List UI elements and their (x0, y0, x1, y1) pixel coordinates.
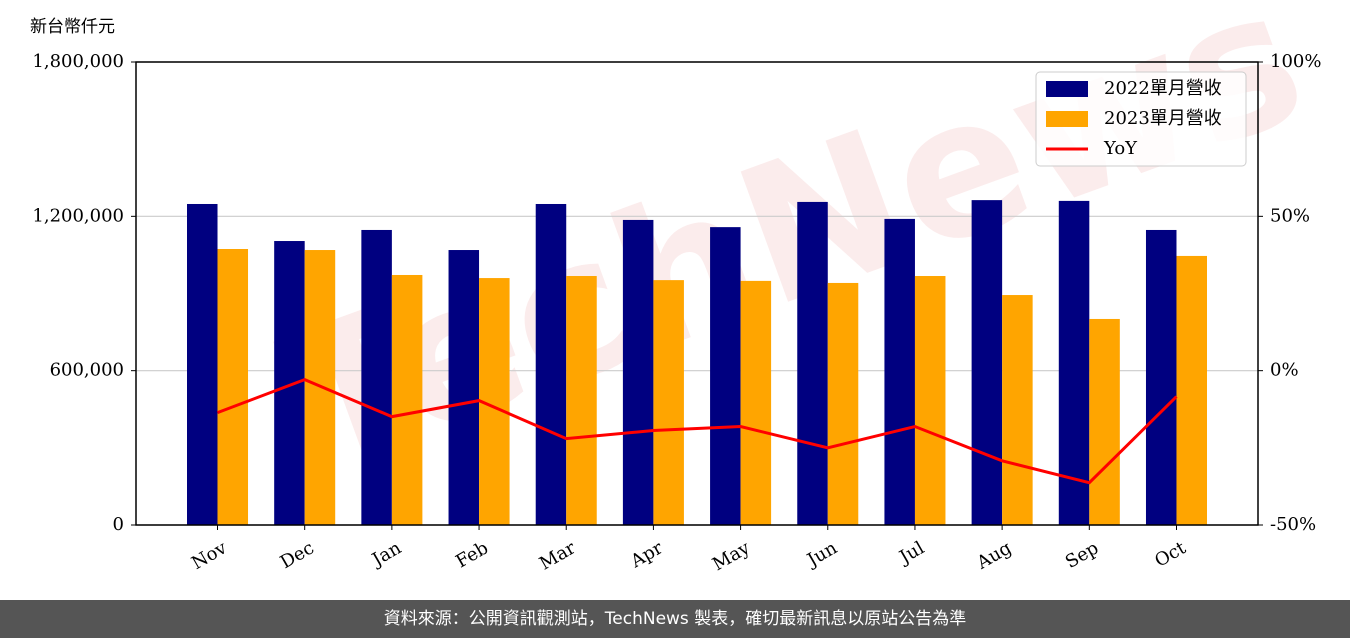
bar (827, 282, 859, 525)
legend-label: YoY (1103, 138, 1138, 159)
bar (797, 201, 828, 525)
y-tick-label: 600,000 (50, 360, 124, 381)
legend-swatch (1046, 111, 1088, 127)
bar (187, 203, 218, 525)
y2-tick-label: 0% (1270, 360, 1299, 381)
x-tick-label: Jun (802, 537, 841, 572)
bar (1145, 229, 1177, 525)
x-tick-label: Jan (367, 537, 405, 571)
legend-box (1035, 71, 1247, 167)
bar (914, 276, 946, 525)
legend: 2022單月營收 2023單月營收 YoY (1035, 71, 1247, 167)
x-tick-label: Feb (452, 537, 492, 572)
x-tick-label: Apr (626, 537, 666, 572)
bar (884, 218, 915, 525)
footer: 資料來源：公開資訊觀測站，TechNews 製表，確切最新訊息以原站公告為準 (0, 600, 1350, 638)
bar (535, 203, 567, 525)
y-tick-label: 0 (113, 514, 124, 535)
x-tick-label: Sep (1062, 537, 1102, 572)
bar (622, 219, 654, 525)
bar (274, 241, 305, 525)
chart: TechNews 新台幣仟元 0600,0001,200,0001,800,00… (30, 0, 1329, 575)
yoy-line (216, 378, 1178, 485)
bar (1002, 295, 1033, 525)
x-tick-label: Aug (972, 537, 1015, 574)
plot-frame (135, 61, 1259, 526)
y-tick-label: 1,800,000 (32, 51, 124, 72)
bar (971, 200, 1003, 525)
bar (566, 276, 597, 525)
bar (1089, 318, 1120, 525)
x-tick-label: Dec (277, 537, 318, 573)
bar (448, 250, 480, 525)
bar (740, 280, 772, 525)
bar (391, 274, 423, 525)
x-tick-label: May (709, 537, 754, 575)
y-axis-label: 新台幣仟元 (30, 17, 115, 37)
y-tick-label: 1,200,000 (32, 205, 124, 226)
bar (361, 229, 392, 525)
legend-label: 2022單月營收 (1104, 78, 1222, 99)
bar (710, 227, 741, 526)
legend-swatch (1046, 81, 1088, 97)
bar (653, 280, 684, 525)
x-tick-label: Mar (536, 537, 580, 574)
legend-label: 2023單月營收 (1104, 108, 1222, 129)
x-tick-label: Jul (894, 537, 928, 569)
bar (1058, 200, 1090, 525)
y2-tick-label: 50% (1270, 205, 1310, 226)
y2-tick-label: 100% (1270, 51, 1321, 72)
x-tick-label: Oct (1151, 537, 1190, 572)
y2-tick-label: -50% (1270, 514, 1316, 535)
bar (217, 249, 249, 525)
bar (1176, 255, 1207, 525)
x-tick-label: Nov (188, 537, 231, 574)
